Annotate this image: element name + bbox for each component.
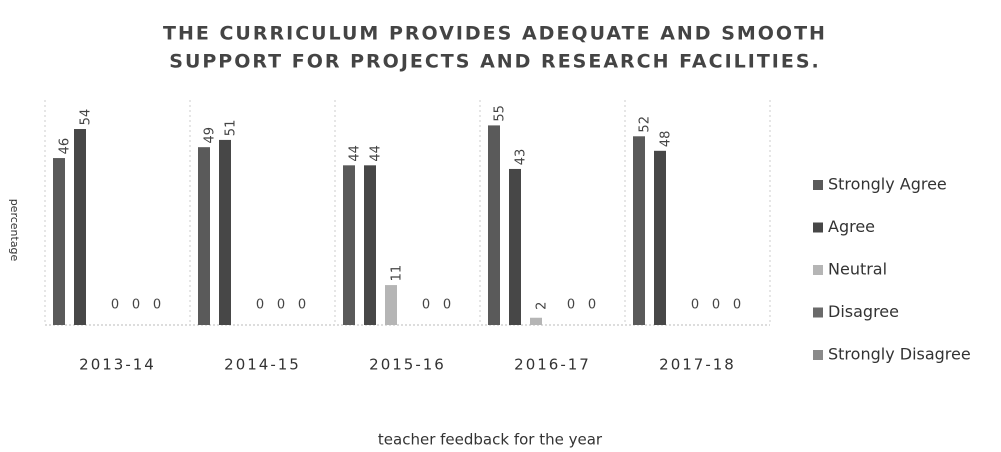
legend-label: Strongly Disagree	[828, 345, 971, 364]
x-tick-label: 2017-18	[659, 356, 736, 374]
legend-label: Neutral	[828, 260, 887, 279]
data-label: 0	[298, 298, 306, 313]
data-label: 11	[390, 265, 405, 282]
data-label: 48	[659, 131, 674, 148]
bar	[74, 129, 86, 325]
chart-title: THE CURRICULUM PROVIDES ADEQUATE AND SMO…	[163, 23, 827, 45]
chart-title: SUPPORT FOR PROJECTS AND RESEARCH FACILI…	[169, 51, 820, 73]
legend-swatch	[813, 180, 823, 190]
legend-swatch	[813, 265, 823, 275]
legend-swatch	[813, 222, 823, 233]
bar	[198, 147, 210, 325]
y-axis-title: percentage	[8, 199, 21, 262]
legend-label: Agree	[828, 217, 875, 236]
data-label: 0	[153, 298, 161, 313]
data-label: 52	[638, 116, 653, 133]
data-label: 43	[514, 149, 529, 166]
bar	[488, 125, 500, 325]
data-label: 44	[369, 145, 384, 162]
x-tick-label: 2013-14	[79, 356, 156, 374]
data-label: 55	[493, 105, 508, 122]
bar	[385, 285, 397, 325]
data-label: 51	[224, 120, 239, 137]
data-label: 54	[79, 109, 94, 126]
data-label: 0	[256, 298, 264, 313]
bar	[509, 168, 521, 325]
data-label: 0	[567, 298, 575, 313]
bar	[654, 150, 666, 325]
legend-swatch	[813, 307, 823, 318]
bar	[530, 317, 542, 325]
data-label: 0	[733, 298, 741, 313]
bar	[53, 158, 65, 325]
bar	[343, 165, 355, 325]
data-label: 0	[111, 298, 119, 313]
data-label: 0	[277, 298, 285, 313]
data-label: 0	[422, 298, 430, 313]
data-label: 0	[132, 298, 140, 313]
x-tick-label: 2016-17	[514, 356, 591, 374]
legend-swatch	[813, 350, 823, 360]
bar	[364, 165, 376, 325]
bar	[633, 136, 645, 325]
data-label: 44	[348, 145, 363, 162]
bar	[219, 139, 231, 325]
legend-label: Strongly Agree	[828, 175, 947, 194]
legend-label: Disagree	[828, 302, 899, 321]
data-label: 49	[203, 127, 218, 144]
data-label: 2	[535, 302, 550, 310]
data-label: 0	[691, 298, 699, 313]
data-label: 0	[443, 298, 451, 313]
data-label: 0	[712, 298, 720, 313]
x-tick-label: 2014-15	[224, 356, 301, 374]
x-tick-label: 2015-16	[369, 356, 446, 374]
x-axis-title: teacher feedback for the year	[378, 431, 603, 449]
data-label: 0	[588, 298, 596, 313]
data-label: 46	[58, 138, 73, 155]
